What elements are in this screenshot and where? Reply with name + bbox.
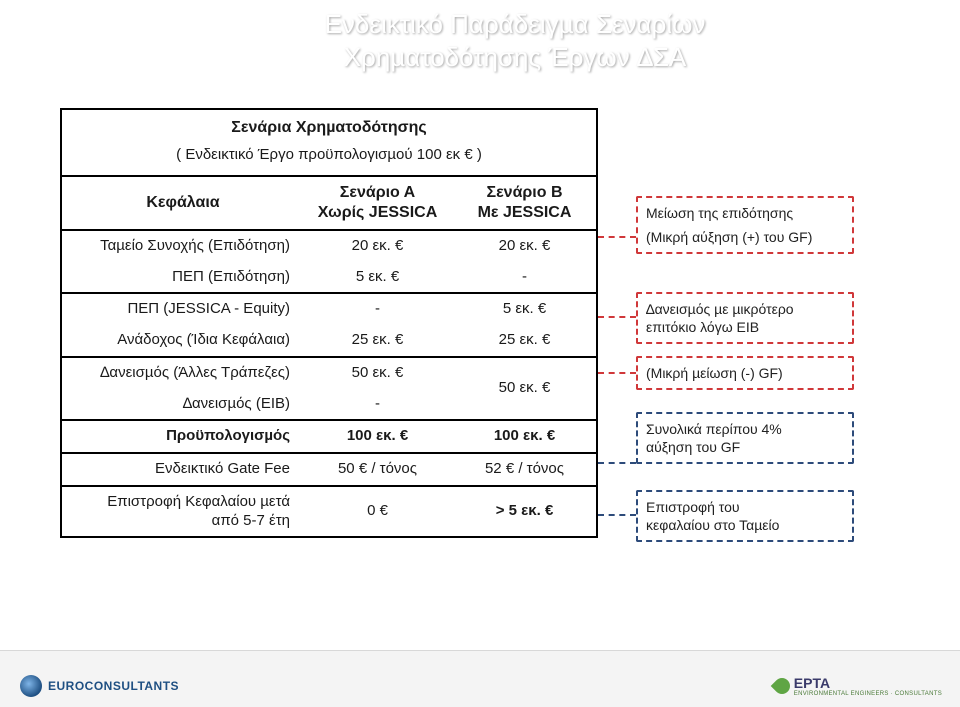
connector-line bbox=[598, 462, 636, 464]
row-val-b: 52 € / τόνος bbox=[451, 454, 598, 485]
logo-euroconsultants: EUROCONSULTANTS bbox=[20, 675, 179, 697]
table-row: ∆ανεισµός (EIB) - bbox=[62, 389, 451, 420]
row-val-a: 25 εκ. € bbox=[304, 325, 451, 356]
table-row: Ανάδοχος (Ίδια Κεφάλαια) 25 εκ. € 25 εκ.… bbox=[62, 325, 596, 356]
table-column-header-row: Κεφάλαια Σενάριο Α Χωρίς JESSICA Σενάριο… bbox=[62, 175, 596, 229]
col-header-a-line2: Χωρίς JESSICA bbox=[314, 203, 441, 223]
row-label: Ενδεικτικό Gate Fee bbox=[62, 454, 304, 485]
table-row: Ταµείο Συνοχής (Επιδότηση) 20 εκ. € 20 ε… bbox=[62, 229, 596, 262]
slide-title: Ενδεικτικό Παράδειγµα Σεναρίων Χρηµατοδό… bbox=[255, 8, 775, 73]
col-header-b-line1: Σενάριο Β bbox=[461, 183, 588, 203]
row-val-a: 50 € / τόνος bbox=[304, 454, 451, 485]
row-label: Επιστροφή Κεφαλαίου µετά από 5-7 έτη bbox=[62, 487, 304, 537]
annotation-gf-total-increase: Συνολικά περίπου 4% αύξηση του GF bbox=[636, 412, 854, 464]
connector-line bbox=[598, 236, 636, 238]
footer-bar: EUROCONSULTANTS EPTA ENVIRONMENTAL ENGIN… bbox=[0, 650, 960, 707]
table-super-header-row: Σενάρια Χρηµατοδότησης bbox=[62, 110, 596, 144]
table-row: ΠΕΠ (JESSICA - Equity) - 5 εκ. € bbox=[62, 292, 596, 325]
annotation-eib-loan: ∆ανεισµός µε µικρότερο επιτόκιο λόγω EIB bbox=[636, 292, 854, 344]
annot-line: Επιστροφή του bbox=[646, 498, 844, 516]
row-val-a: 5 εκ. € bbox=[304, 262, 451, 293]
annot-line: Μείωση της επιδότησης bbox=[646, 204, 844, 222]
table-super-header: Σενάρια Χρηµατοδότησης bbox=[62, 110, 596, 144]
table-row: Ενδεικτικό Gate Fee 50 € / τόνος 52 € / … bbox=[62, 452, 596, 485]
row-val-b: 20 εκ. € bbox=[451, 231, 598, 262]
row-val-b: 100 εκ. € bbox=[451, 421, 598, 452]
row-val-a: - bbox=[304, 294, 451, 325]
row-val-a: 0 € bbox=[304, 487, 451, 537]
table-row: ΠΕΠ (Επιδότηση) 5 εκ. € - bbox=[62, 262, 596, 293]
row-val-a: 100 εκ. € bbox=[304, 421, 451, 452]
annotation-subsidy-reduction: Μείωση της επιδότησης (Μικρή αύξηση (+) … bbox=[636, 196, 854, 254]
row-label-line1: Επιστροφή Κεφαλαίου µετά bbox=[72, 493, 290, 512]
row-label: Ανάδοχος (Ίδια Κεφάλαια) bbox=[62, 325, 304, 356]
annot-line: επιτόκιο λόγω EIB bbox=[646, 318, 844, 336]
annot-line: ∆ανεισµός µε µικρότερο bbox=[646, 300, 844, 318]
swirl-icon bbox=[20, 675, 42, 697]
connector-line bbox=[598, 514, 636, 516]
row-val-a: 20 εκ. € bbox=[304, 231, 451, 262]
title-line-2: Χρηµατοδότησης Έργων ∆ΣΑ bbox=[255, 41, 775, 74]
table-row: Επιστροφή Κεφαλαίου µετά από 5-7 έτη 0 €… bbox=[62, 485, 596, 537]
col-header-b-line2: Με JESSICA bbox=[461, 203, 588, 223]
row-label: Προϋπολογισµός bbox=[62, 421, 304, 452]
annotation-gf-small-decrease: (Mικρή µείωση (-) GF) bbox=[636, 356, 854, 390]
annot-line: (Μικρή αύξηση (+) του GF) bbox=[646, 228, 844, 246]
col-header-a-line1: Σενάριο Α bbox=[314, 183, 441, 203]
logo-epta: EPTA ENVIRONMENTAL ENGINEERS · CONSULTAN… bbox=[774, 675, 942, 697]
row-label: ∆ανεισµός (Άλλες Τράπεζες) bbox=[62, 358, 304, 389]
table-sub-header: ( Ενδεικτικό Έργο προϋπολογισµού 100 εκ … bbox=[62, 144, 596, 175]
connector-line bbox=[598, 372, 636, 374]
row-label: ΠΕΠ (Επιδότηση) bbox=[62, 262, 304, 293]
table-row: ∆ανεισµός (Άλλες Τράπεζες) 50 εκ. € bbox=[62, 358, 451, 389]
row-val-a: - bbox=[304, 389, 451, 420]
annot-line: αύξηση του GF bbox=[646, 438, 844, 456]
row-label: ΠΕΠ (JESSICA - Equity) bbox=[62, 294, 304, 325]
row-label: Ταµείο Συνοχής (Επιδότηση) bbox=[62, 231, 304, 262]
row-val-b-merged: 50 εκ. € bbox=[451, 358, 598, 420]
logo-right-text: EPTA bbox=[794, 675, 942, 691]
row-label: ∆ανεισµός (EIB) bbox=[62, 389, 304, 420]
table-row: Προϋπολογισµός 100 εκ. € 100 εκ. € bbox=[62, 419, 596, 452]
annot-line: κεφαλαίου στο Ταµείο bbox=[646, 516, 844, 534]
leaf-icon bbox=[770, 675, 793, 698]
col-header-scenario-b: Σενάριο Β Με JESSICA bbox=[451, 177, 598, 229]
row-val-a: 50 εκ. € bbox=[304, 358, 451, 389]
table-row-merged-group: ∆ανεισµός (Άλλες Τράπεζες) 50 εκ. € ∆ανε… bbox=[62, 356, 596, 420]
title-line-1: Ενδεικτικό Παράδειγµα Σεναρίων bbox=[255, 8, 775, 41]
table-sub-header-row: ( Ενδεικτικό Έργο προϋπολογισµού 100 εκ … bbox=[62, 144, 596, 175]
annot-line: Συνολικά περίπου 4% bbox=[646, 420, 844, 438]
row-label-line2: από 5-7 έτη bbox=[72, 512, 290, 531]
col-header-scenario-a: Σενάριο Α Χωρίς JESSICA bbox=[304, 177, 451, 229]
row-val-b: - bbox=[451, 262, 598, 293]
logo-left-text: EUROCONSULTANTS bbox=[48, 679, 179, 693]
row-val-b: 25 εκ. € bbox=[451, 325, 598, 356]
annot-line: (Mικρή µείωση (-) GF) bbox=[646, 365, 783, 381]
funding-table: Σενάρια Χρηµατοδότησης ( Ενδεικτικό Έργο… bbox=[60, 108, 598, 538]
connector-line bbox=[598, 316, 636, 318]
logo-right-subtext: ENVIRONMENTAL ENGINEERS · CONSULTANTS bbox=[794, 691, 942, 697]
row-val-b: 5 εκ. € bbox=[451, 294, 598, 325]
annotation-capital-return: Επιστροφή του κεφαλαίου στο Ταµείο bbox=[636, 490, 854, 542]
row-val-b: > 5 εκ. € bbox=[451, 487, 598, 537]
col-header-kefalaia: Κεφάλαια bbox=[62, 177, 304, 229]
slide: Ενδεικτικό Παράδειγµα Σεναρίων Χρηµατοδό… bbox=[0, 0, 960, 707]
